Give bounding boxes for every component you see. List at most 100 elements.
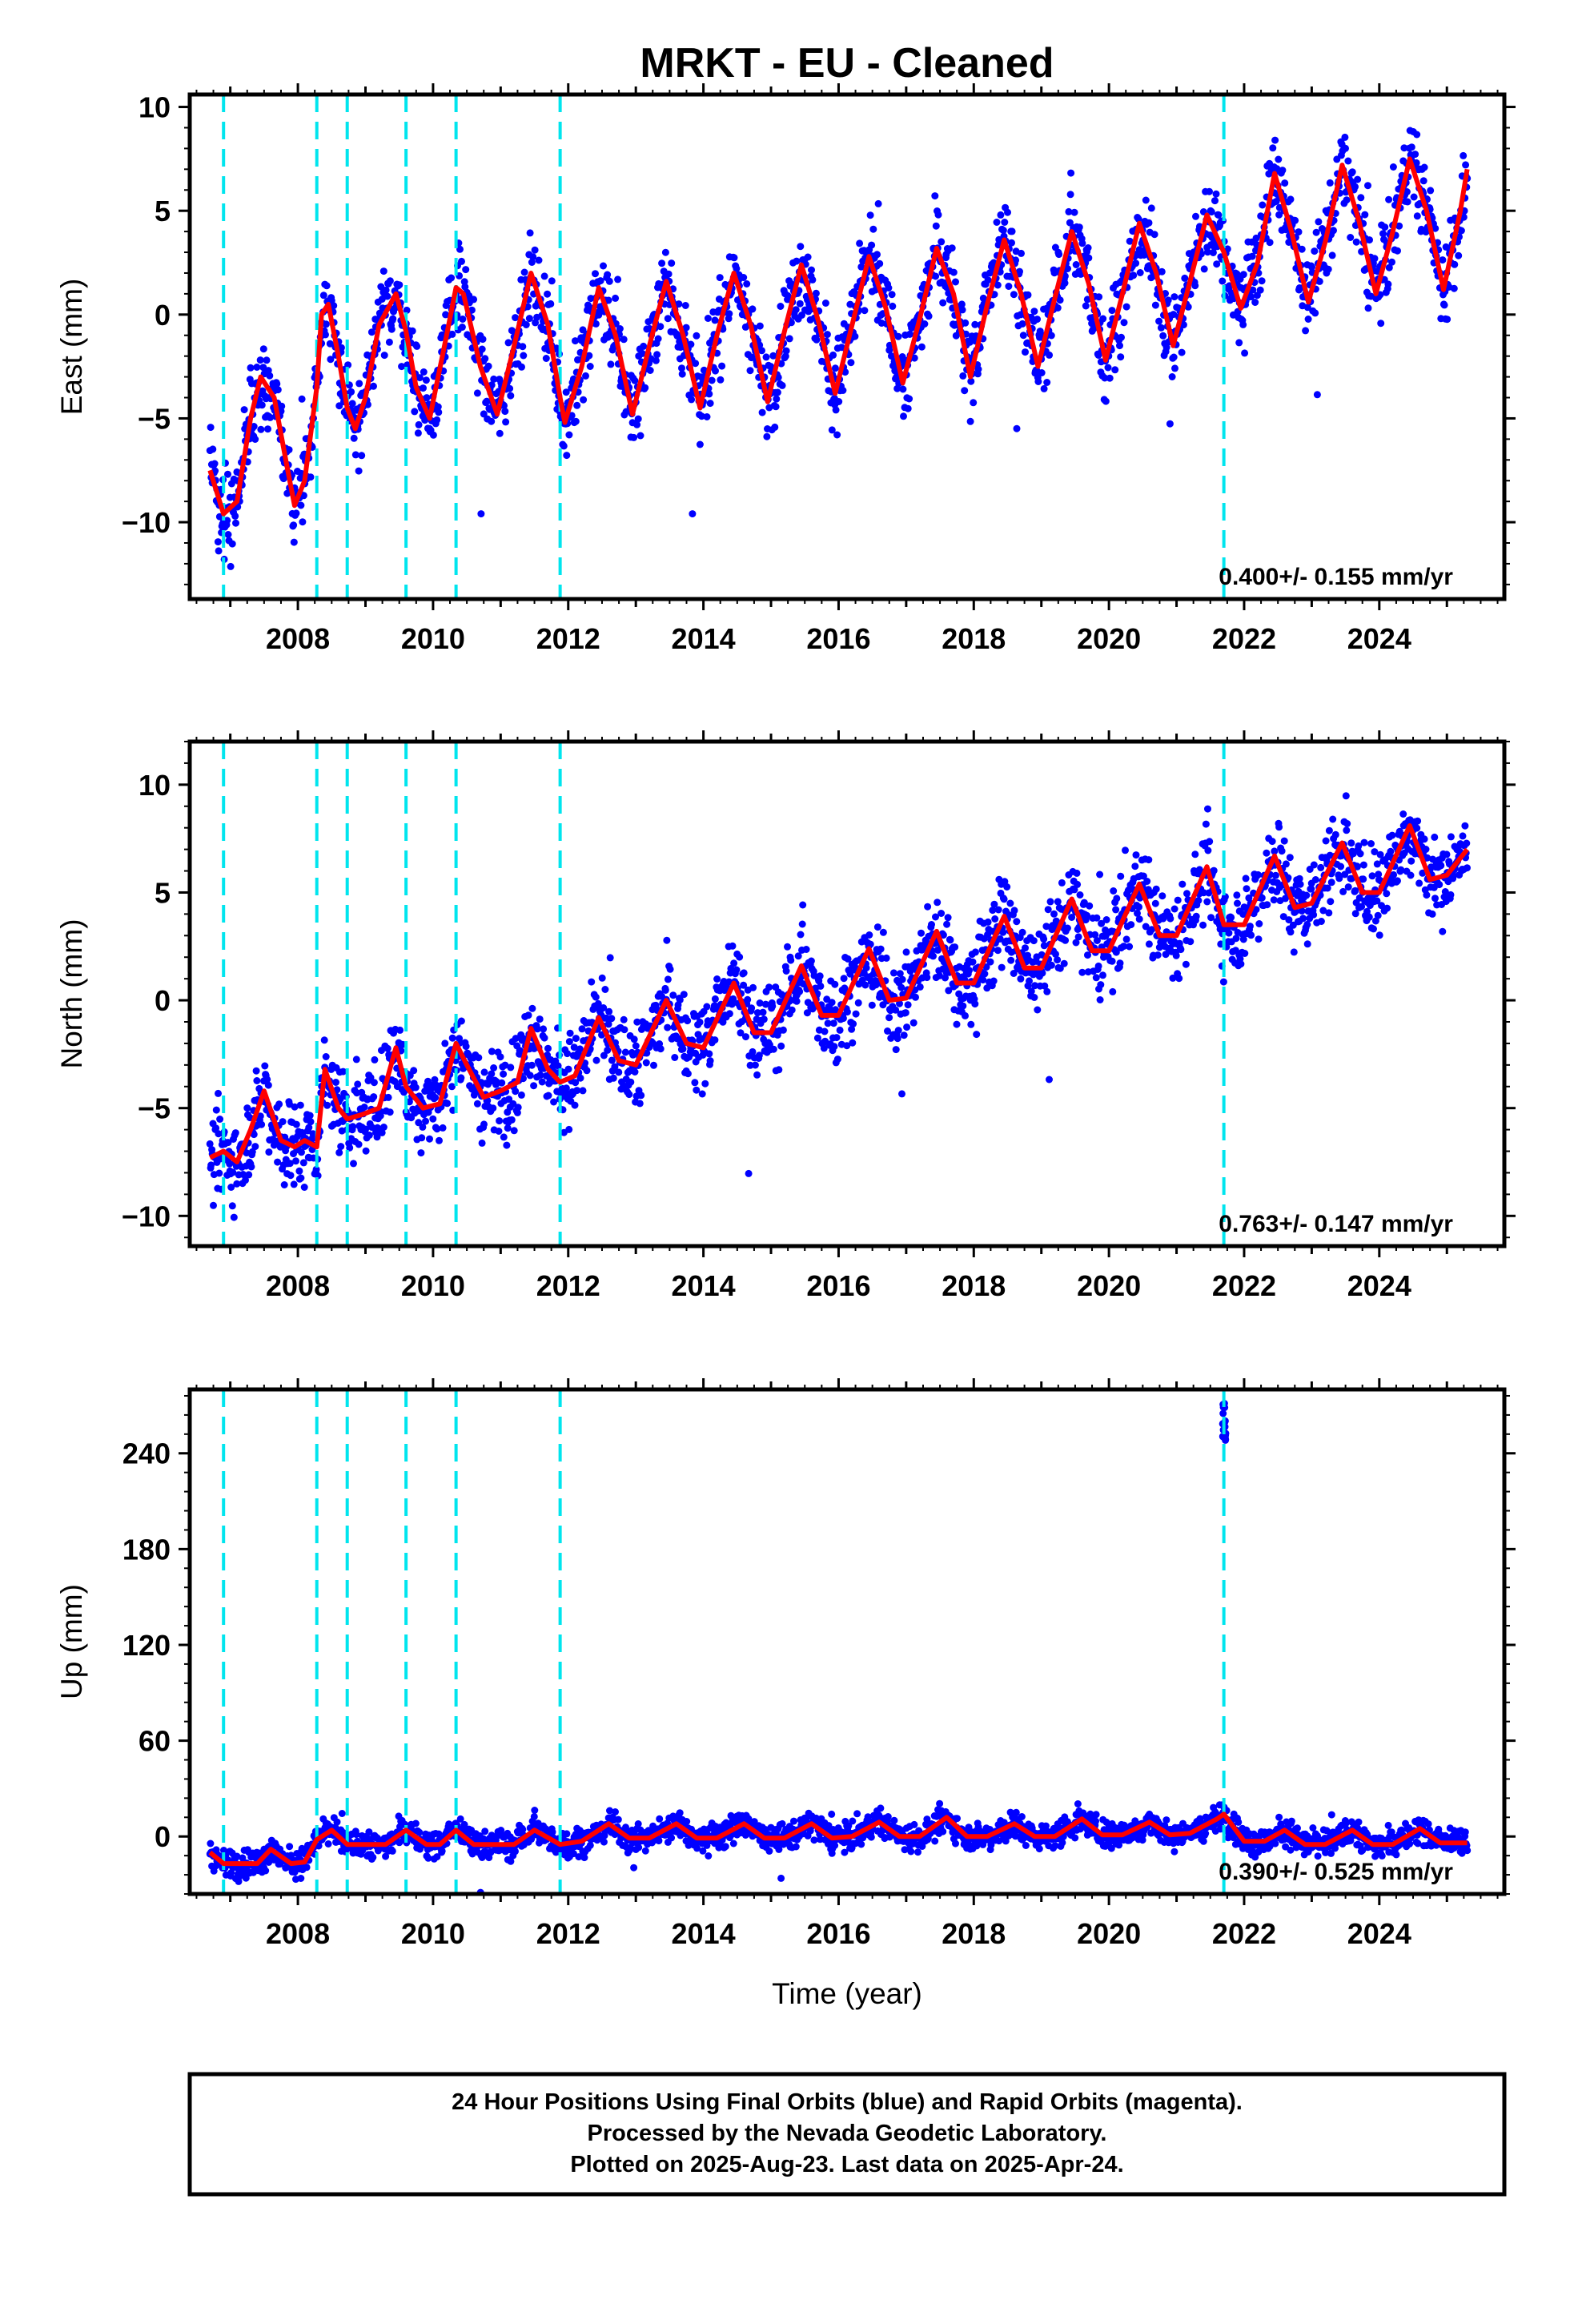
north-model-line	[209, 823, 1469, 1164]
data-point	[1050, 910, 1058, 918]
data-point	[211, 460, 219, 468]
data-point	[348, 400, 356, 408]
data-point	[530, 1082, 538, 1090]
data-point	[816, 972, 824, 980]
data-point	[232, 519, 239, 527]
data-point	[522, 321, 530, 328]
data-point	[1117, 872, 1125, 880]
data-point	[433, 1125, 441, 1133]
data-point	[1360, 838, 1368, 846]
data-point	[596, 277, 604, 285]
data-point	[1096, 996, 1104, 1003]
data-point	[275, 1100, 283, 1108]
data-point	[897, 983, 905, 991]
data-point	[1073, 869, 1081, 877]
data-point	[1084, 244, 1092, 251]
data-point	[803, 1009, 811, 1017]
data-point	[248, 1148, 256, 1156]
data-point	[999, 928, 1007, 936]
data-point	[900, 412, 907, 420]
data-point	[725, 310, 733, 318]
data-point	[216, 1116, 224, 1123]
data-point	[1376, 850, 1384, 858]
data-point	[1279, 167, 1287, 175]
data-point	[228, 1202, 236, 1210]
data-point	[706, 400, 714, 408]
data-point	[898, 1090, 905, 1098]
data-point	[642, 1059, 650, 1067]
data-point	[1211, 197, 1219, 205]
data-point	[540, 1034, 548, 1042]
data-point	[866, 211, 874, 219]
data-point	[966, 338, 974, 346]
data-point	[1213, 260, 1221, 268]
data-point	[1095, 293, 1103, 301]
data-point	[792, 306, 800, 314]
data-point	[1191, 850, 1199, 858]
data-point	[600, 1004, 608, 1011]
data-point	[604, 1046, 612, 1054]
data-point	[962, 1011, 969, 1019]
data-point	[1460, 213, 1468, 221]
data-point	[608, 1056, 616, 1064]
data-point	[602, 1014, 610, 1022]
data-point	[1383, 904, 1391, 912]
data-point	[1169, 974, 1177, 982]
data-point	[212, 1124, 220, 1132]
data-point	[488, 1047, 496, 1055]
east-panel: 10 5 0 −5 −10 2008 2010 2012 2014 2016 2018 2020 202…	[55, 83, 1516, 655]
data-point	[1375, 870, 1383, 879]
up-points	[206, 1400, 1472, 1894]
data-point	[1323, 884, 1331, 892]
data-point	[1075, 223, 1083, 231]
data-point	[769, 352, 777, 360]
data-point	[829, 351, 837, 359]
data-point	[646, 367, 654, 374]
data-point	[322, 1053, 330, 1060]
data-point	[794, 952, 802, 960]
data-point	[611, 1063, 619, 1071]
data-point	[1368, 872, 1376, 880]
data-point	[1327, 898, 1335, 906]
data-point	[461, 283, 469, 291]
data-point	[697, 412, 705, 420]
data-point	[1018, 249, 1025, 257]
data-point	[1407, 871, 1415, 879]
data-point	[290, 538, 298, 546]
data-point	[1093, 914, 1101, 922]
data-point	[973, 1031, 981, 1039]
data-point	[797, 243, 805, 251]
data-point	[592, 270, 599, 278]
data-point	[854, 999, 862, 1007]
data-point	[1247, 931, 1255, 939]
data-point	[1246, 923, 1254, 931]
data-point	[857, 263, 865, 271]
data-point	[320, 1036, 328, 1044]
data-point	[729, 942, 737, 950]
data-point	[902, 948, 910, 956]
data-point	[600, 262, 607, 270]
data-point	[441, 1039, 449, 1047]
data-point	[1070, 208, 1078, 216]
data-point	[1030, 308, 1038, 316]
data-point	[573, 401, 581, 409]
data-point	[1319, 907, 1327, 915]
data-point	[1308, 263, 1315, 271]
data-point	[396, 281, 404, 289]
data-point	[1030, 994, 1038, 1001]
east-rate-label: 0.400+/- 0.155 mm/yr	[1219, 564, 1453, 590]
data-point	[716, 274, 724, 282]
data-point	[266, 372, 274, 380]
data-point	[1219, 277, 1227, 285]
data-point	[1056, 964, 1064, 972]
data-point	[1317, 863, 1325, 871]
data-point	[1159, 332, 1167, 340]
data-point	[384, 1093, 392, 1101]
data-point	[1061, 279, 1069, 287]
data-point	[832, 406, 840, 414]
data-point	[1371, 255, 1379, 263]
data-point	[1373, 897, 1381, 905]
data-point	[813, 1034, 821, 1042]
data-point	[1164, 296, 1172, 304]
data-point	[733, 264, 741, 272]
